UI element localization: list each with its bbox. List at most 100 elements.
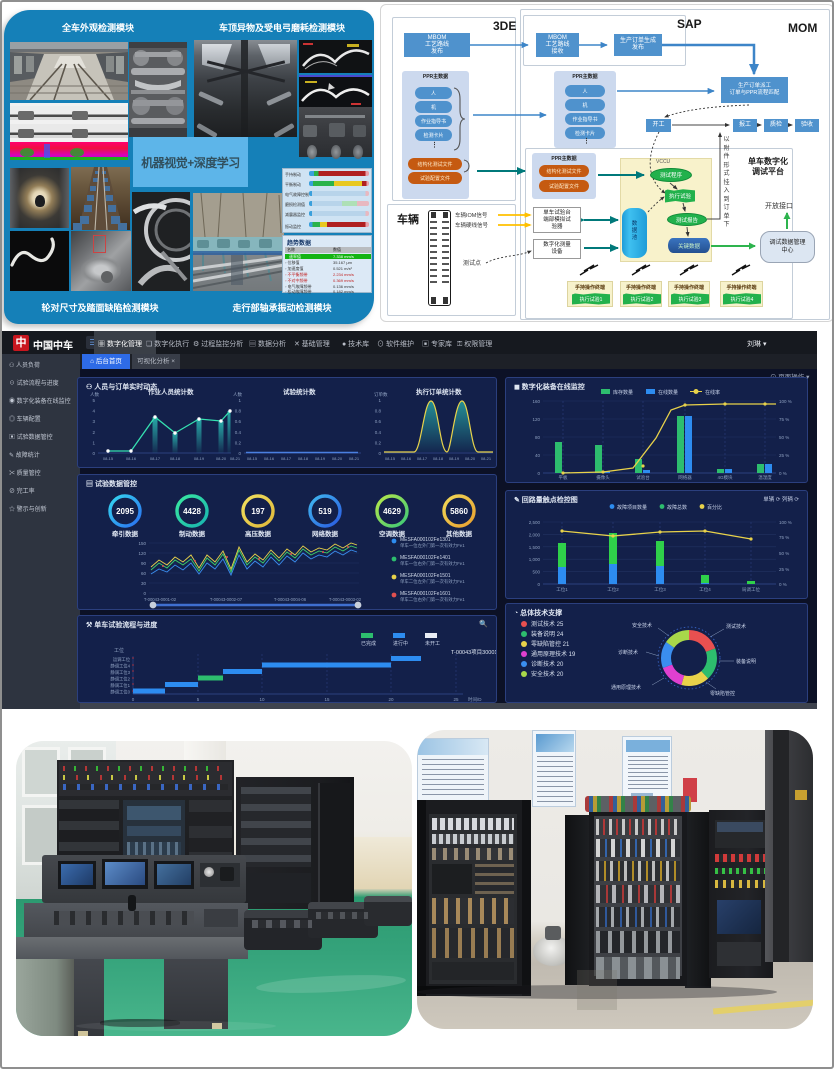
svg-text:5: 5: [92, 398, 95, 403]
svg-text:单车二位右外门第一次有效力Fe1: 单车二位右外门第一次有效力Fe1: [400, 596, 465, 603]
svg-text:4428: 4428: [183, 507, 201, 516]
svg-text:0: 0: [132, 697, 135, 702]
svg-text:4G模块: 4G模块: [717, 474, 733, 481]
svg-text:单车一位右外门第一次有效力Fe1: 单车一位右外门第一次有效力Fe1: [400, 560, 465, 567]
svg-text:2095: 2095: [116, 507, 134, 516]
svg-text:单车一位左外门第一次有效力Fe1: 单车一位左外门第一次有效力Fe1: [400, 542, 465, 549]
svg-text:2,500: 2,500: [529, 520, 541, 525]
svg-text:高压数据: 高压数据: [245, 529, 272, 538]
svg-text:25: 25: [453, 697, 459, 702]
svg-text:08-18: 08-18: [298, 456, 309, 461]
svg-text:08-17: 08-17: [150, 456, 161, 461]
svg-text:100 %: 100 %: [779, 520, 792, 525]
svg-text:4: 4: [92, 409, 95, 414]
svg-text:作业人员统计数: 作业人员统计数: [148, 387, 194, 396]
svg-text:1: 1: [238, 398, 241, 403]
svg-text:零缺陷管控 21: 零缺陷管控 21: [531, 640, 570, 648]
svg-text:人数: 人数: [90, 391, 99, 398]
svg-text:静调工位1: 静调工位1: [110, 682, 130, 689]
svg-text:08-18: 08-18: [433, 456, 444, 461]
svg-text:试验统计数: 试验统计数: [283, 387, 316, 396]
svg-text:0.8: 0.8: [375, 409, 382, 414]
svg-text:故障项目数量: 故障项目数量: [617, 504, 647, 511]
svg-text:5860: 5860: [450, 507, 468, 516]
svg-text:单车二位左外门第一次有效力Fe1: 单车二位左外门第一次有效力Fe1: [400, 578, 465, 585]
svg-text:摄像头: 摄像头: [596, 474, 610, 481]
svg-text:0: 0: [537, 471, 540, 476]
svg-text:08-19: 08-19: [449, 456, 460, 461]
svg-text:60: 60: [141, 571, 147, 576]
svg-text:T-00043项目30001列: T-00043项目30001列: [451, 648, 496, 656]
svg-text:0: 0: [238, 451, 241, 456]
svg-text:08-21: 08-21: [349, 456, 360, 461]
svg-text:0: 0: [143, 591, 146, 596]
svg-text:MESFA000102Fe1501: MESFA000102Fe1501: [400, 573, 451, 579]
svg-text:0: 0: [378, 451, 381, 456]
svg-text:安全技术: 安全技术: [632, 622, 652, 629]
svg-text:T-00043-0004-06: T-00043-0004-06: [274, 597, 307, 602]
svg-text:静调工位3: 静调工位3: [110, 669, 130, 676]
svg-text:0: 0: [92, 451, 95, 456]
svg-text:工位4: 工位4: [699, 586, 711, 592]
svg-text:2,000: 2,000: [529, 532, 541, 537]
svg-text:15: 15: [324, 697, 330, 702]
svg-text:120: 120: [532, 417, 540, 422]
svg-text:08-21: 08-21: [481, 456, 492, 461]
svg-text:08-21: 08-21: [230, 456, 241, 461]
svg-text:08-15: 08-15: [247, 456, 258, 461]
svg-text:08-19: 08-19: [315, 456, 326, 461]
svg-text:50 %: 50 %: [779, 551, 789, 556]
svg-text:T-00043-0001-02: T-00043-0001-02: [144, 597, 177, 602]
svg-text:08-17: 08-17: [281, 456, 292, 461]
svg-text:197: 197: [251, 507, 265, 516]
svg-text:100 %: 100 %: [779, 399, 792, 404]
svg-text:装备说明: 装备说明: [736, 658, 756, 665]
svg-text:牵引数据: 牵引数据: [112, 529, 139, 538]
svg-text:未开工: 未开工: [425, 640, 440, 647]
svg-text:30: 30: [141, 581, 147, 586]
svg-text:静调工位4: 静调工位4: [110, 663, 130, 670]
svg-text:T-00043-0003-02: T-00043-0003-02: [329, 597, 362, 602]
svg-text:平板: 平板: [559, 474, 568, 481]
svg-text:静调工位0: 静调工位0: [110, 689, 130, 696]
svg-text:0.2: 0.2: [375, 440, 382, 445]
svg-text:测试技术 25: 测试技术 25: [531, 620, 564, 628]
svg-text:5: 5: [197, 697, 200, 702]
svg-text:120: 120: [138, 551, 146, 556]
svg-text:通用原理技术: 通用原理技术: [611, 684, 641, 691]
svg-text:其他数据: 其他数据: [446, 529, 473, 538]
svg-text:零缺陷管控: 零缺陷管控: [710, 690, 735, 697]
svg-text:150: 150: [138, 541, 146, 546]
svg-text:制动数据: 制动数据: [179, 529, 206, 538]
svg-text:0: 0: [537, 582, 540, 587]
svg-text:2: 2: [92, 430, 95, 435]
svg-text:1,000: 1,000: [529, 557, 541, 562]
svg-text:08-16: 08-16: [401, 456, 412, 461]
svg-text:1,500: 1,500: [529, 545, 541, 550]
svg-text:执行订单统计数: 执行订单统计数: [416, 387, 462, 396]
svg-text:4629: 4629: [383, 507, 401, 516]
svg-text:局调工位: 局调工位: [742, 586, 760, 593]
svg-text:时间/D: 时间/D: [468, 696, 482, 702]
svg-text:装备说明 24: 装备说明 24: [531, 630, 564, 638]
svg-text:1: 1: [378, 398, 381, 403]
svg-text:90: 90: [141, 561, 147, 566]
svg-text:80: 80: [535, 435, 541, 440]
svg-text:温湿度: 温湿度: [758, 474, 772, 481]
svg-text:网络数据: 网络数据: [312, 529, 339, 538]
svg-text:空调数据: 空调数据: [379, 529, 406, 538]
svg-text:工位3: 工位3: [654, 586, 666, 592]
svg-text:08-15: 08-15: [103, 456, 114, 461]
svg-text:0.6: 0.6: [235, 419, 242, 424]
svg-text:0.6: 0.6: [375, 419, 382, 424]
svg-text:08-20: 08-20: [216, 456, 227, 461]
svg-text:10: 10: [259, 697, 265, 702]
svg-text:08-16: 08-16: [264, 456, 275, 461]
svg-text:0.4: 0.4: [375, 430, 382, 435]
svg-text:3: 3: [92, 419, 95, 424]
svg-text:人数: 人数: [233, 391, 242, 398]
svg-text:在线数量: 在线数量: [658, 389, 678, 396]
svg-text:库存数量: 库存数量: [613, 389, 633, 396]
svg-text:25 %: 25 %: [779, 567, 789, 572]
svg-text:网络器: 网络器: [678, 474, 692, 481]
